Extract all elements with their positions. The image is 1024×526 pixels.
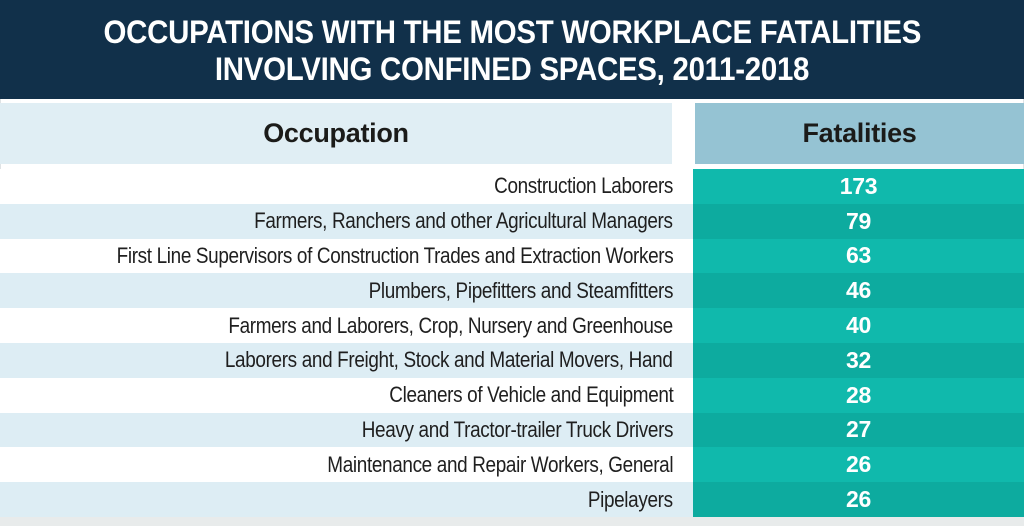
occupation-label: Cleaners of Vehicle and Equipment [388,382,674,408]
occupation-cell: First Line Supervisors of Construction T… [0,238,693,274]
fatalities-cell: 173 [693,169,1024,204]
occupation-label: Maintenance and Repair Workers, General [327,451,673,477]
occupation-cell: Plumbers, Pipefitters and Steamfitters [0,273,693,309]
table-row: Farmers and Laborers, Crop, Nursery and … [0,308,1024,343]
occupation-label: Heavy and Tractor-trailer Truck Drivers [361,416,674,442]
table-row: Pipelayers 26 [0,482,1024,517]
page-title-line1: OCCUPATIONS WITH THE MOST WORKPLACE FATA… [103,13,921,50]
occupation-cell: Heavy and Tractor-trailer Truck Drivers [0,412,693,448]
fatalities-cell: 79 [693,203,1024,239]
occupation-label: First Line Supervisors of Construction T… [116,242,673,268]
fatalities-cell: 32 [693,342,1024,378]
occupation-column-header: Occupation [0,103,672,164]
occupation-cell: Cleaners of Vehicle and Equipment [0,377,693,413]
table-row: Farmers, Ranchers and other Agricultural… [0,203,1024,239]
occupation-label: Pipelayers [588,486,673,512]
header-column-divider [672,103,695,164]
table-row: Construction Laborers 173 [0,169,1024,204]
occupation-cell: Farmers and Laborers, Crop, Nursery and … [0,308,693,343]
fatalities-cell: 27 [693,412,1024,448]
occupation-cell: Pipelayers [0,482,693,517]
occupation-cell: Farmers, Ranchers and other Agricultural… [0,203,693,239]
occupation-label: Construction Laborers [494,173,673,199]
table-row: Laborers and Freight, Stock and Material… [0,342,1024,378]
fatalities-cell: 26 [693,447,1024,483]
table-row: Heavy and Tractor-trailer Truck Drivers … [0,412,1024,448]
occupation-label: Farmers and Laborers, Crop, Nursery and … [228,312,674,338]
table-header-row: Occupation Fatalities [0,103,1024,164]
occupation-cell: Construction Laborers [0,169,693,204]
table-row: Cleaners of Vehicle and Equipment 28 [0,377,1024,413]
table-body: Construction Laborers 173 Farmers, Ranch… [0,169,1024,517]
table-row: Plumbers, Pipefitters and Steamfitters 4… [0,273,1024,309]
table-row: First Line Supervisors of Construction T… [0,238,1024,274]
fatalities-cell: 26 [693,482,1024,517]
occupation-cell: Laborers and Freight, Stock and Material… [0,342,693,378]
occupation-label: Farmers, Ranchers and other Agricultural… [254,208,673,234]
occupation-label: Laborers and Freight, Stock and Material… [225,347,673,373]
fatalities-cell: 63 [693,238,1024,274]
fatalities-cell: 28 [693,377,1024,413]
table-row: Maintenance and Repair Workers, General … [0,447,1024,483]
occupation-cell: Maintenance and Repair Workers, General [0,447,693,483]
bottom-border [0,516,1024,526]
fatalities-cell: 40 [693,308,1024,343]
title-banner: OCCUPATIONS WITH THE MOST WORKPLACE FATA… [0,0,1024,99]
fatalities-table: Occupation Fatalities Construction Labor… [0,103,1024,517]
fatalities-cell: 46 [693,273,1024,309]
fatalities-column-header: Fatalities [695,103,1024,164]
occupation-label: Plumbers, Pipefitters and Steamfitters [368,277,673,303]
page-title-line2: INVOLVING CONFINED SPACES, 2011-2018 [214,50,810,87]
